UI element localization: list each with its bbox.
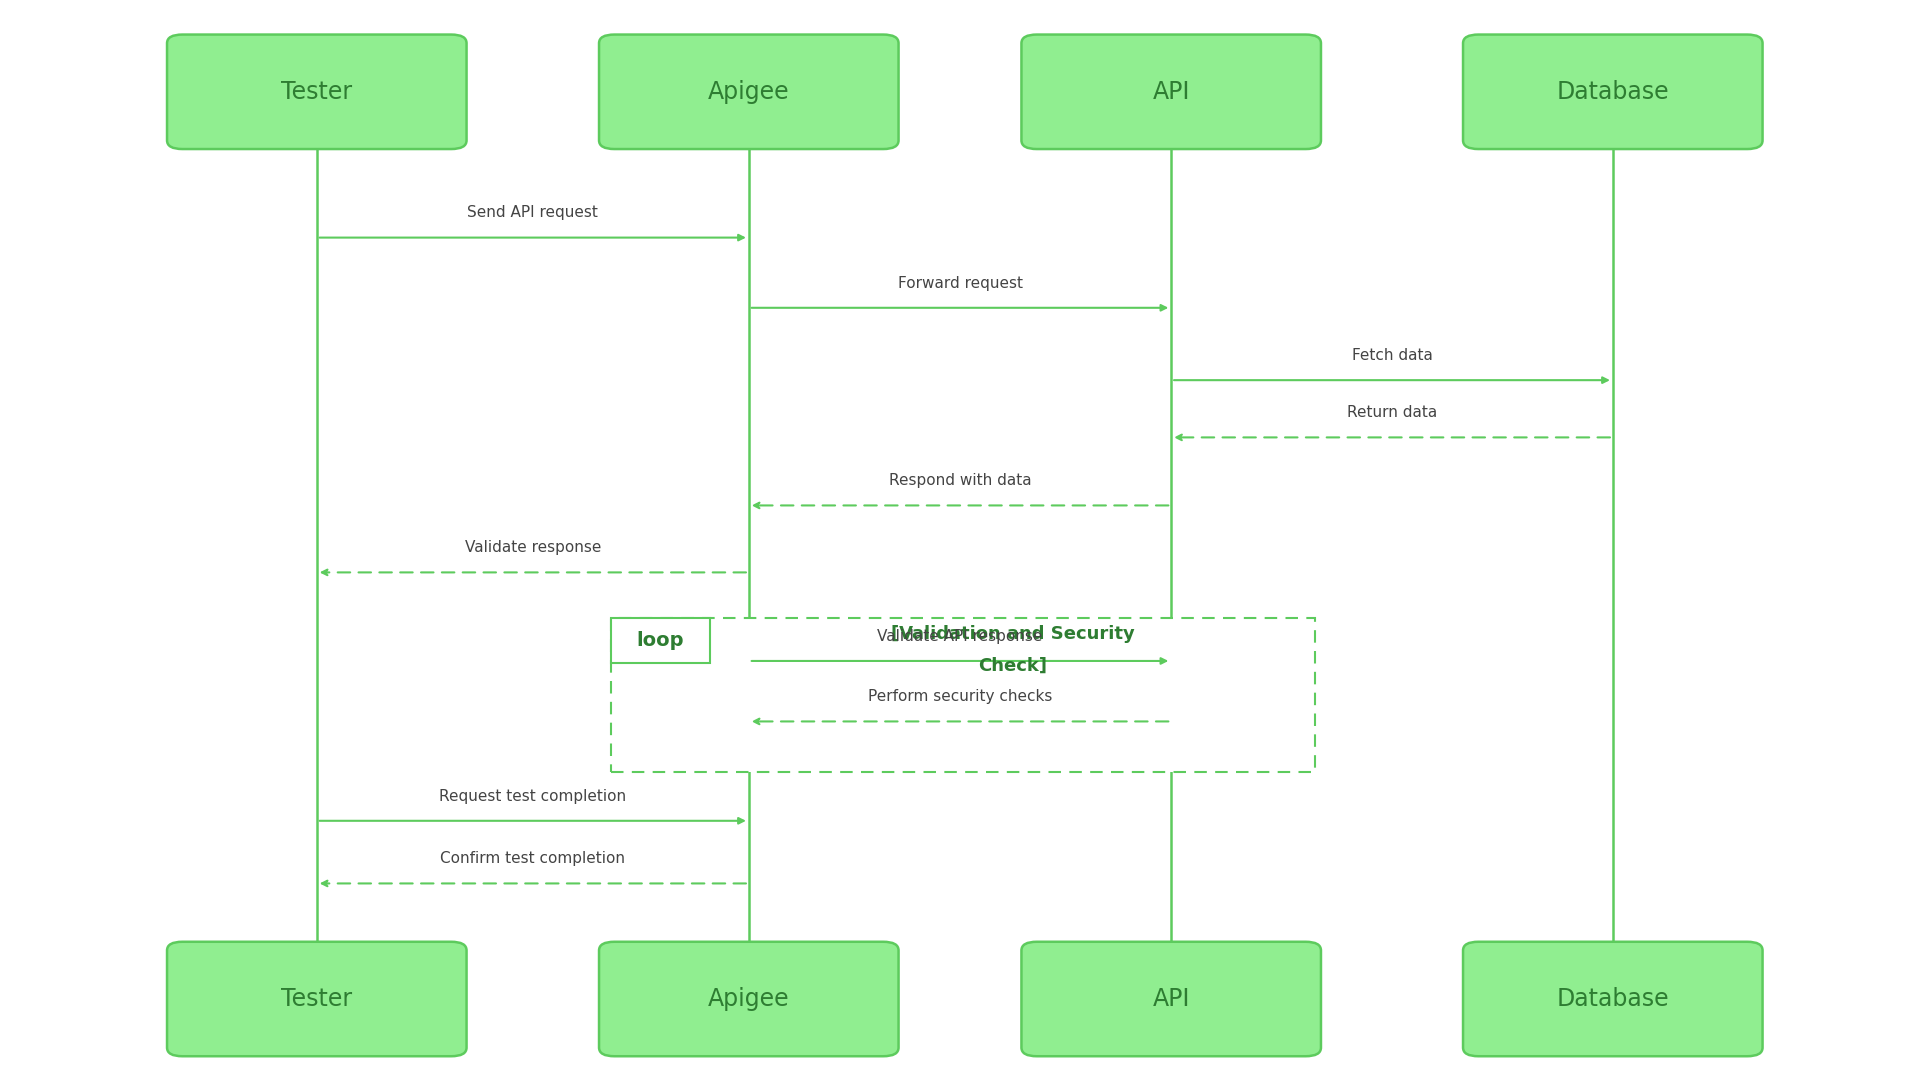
Text: Perform security checks: Perform security checks — [868, 689, 1052, 704]
Bar — [611, 618, 1315, 772]
FancyBboxPatch shape — [1021, 942, 1321, 1056]
Text: API: API — [1152, 80, 1190, 104]
FancyBboxPatch shape — [599, 942, 899, 1056]
FancyBboxPatch shape — [1021, 35, 1321, 149]
Text: Apigee: Apigee — [708, 80, 789, 104]
Text: Database: Database — [1557, 80, 1668, 104]
Text: Forward request: Forward request — [897, 275, 1023, 291]
Text: Confirm test completion: Confirm test completion — [440, 851, 626, 866]
FancyBboxPatch shape — [1463, 942, 1763, 1056]
Text: Request test completion: Request test completion — [440, 788, 626, 804]
FancyBboxPatch shape — [167, 35, 467, 149]
Text: API: API — [1152, 987, 1190, 1011]
Text: Send API request: Send API request — [467, 205, 599, 220]
Text: Tester: Tester — [280, 80, 353, 104]
Text: Apigee: Apigee — [708, 987, 789, 1011]
FancyBboxPatch shape — [167, 942, 467, 1056]
Bar — [611, 618, 710, 663]
Text: Validate API response: Validate API response — [877, 629, 1043, 644]
Text: [Validation and Security: [Validation and Security — [891, 624, 1135, 643]
Text: Check]: Check] — [979, 657, 1046, 675]
Text: loop: loop — [637, 631, 684, 650]
Text: Tester: Tester — [280, 987, 353, 1011]
Text: Respond with data: Respond with data — [889, 473, 1031, 488]
Text: Validate response: Validate response — [465, 540, 601, 555]
FancyBboxPatch shape — [599, 35, 899, 149]
Text: Database: Database — [1557, 987, 1668, 1011]
FancyBboxPatch shape — [1463, 35, 1763, 149]
Text: Return data: Return data — [1346, 405, 1438, 420]
Text: Fetch data: Fetch data — [1352, 348, 1432, 363]
